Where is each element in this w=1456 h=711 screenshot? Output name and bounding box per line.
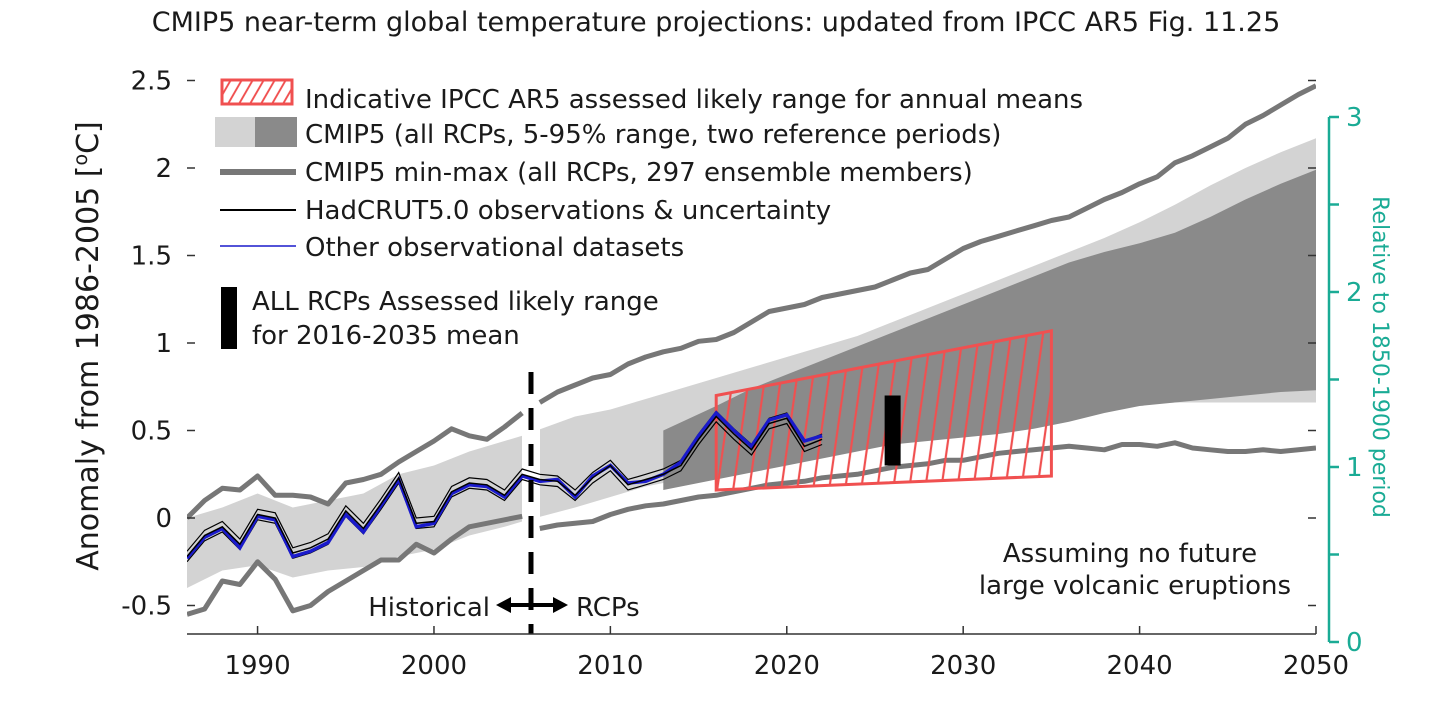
y-tick-label: 2.5 (131, 67, 172, 97)
y-tick-label: 2 (155, 154, 172, 184)
plot-area (187, 60, 1316, 634)
x-tick-label: 2030 (930, 651, 996, 681)
arrow-left-icon (496, 597, 511, 613)
x-tick-label: 2040 (1107, 651, 1173, 681)
other-observations-line (187, 410, 823, 560)
legend-label-ipcc-range: Indicative IPCC AR5 assessed likely rang… (305, 85, 1083, 115)
x-tick-label: 2020 (754, 651, 820, 681)
x-axis-ticks: 1990 2000 2010 2020 2030 2040 2050 (224, 626, 1349, 681)
y-tick-label: 1 (155, 329, 172, 359)
volcanic-note-line1: Assuming no future (1003, 539, 1257, 569)
legend-label-hadcrut: HadCRUT5.0 observations & uncertainty (305, 196, 831, 226)
right-axis-ticks: 0 1 2 3 (1329, 103, 1363, 658)
legend-label-assessed-bar-1: ALL RCPs Assessed likely range (252, 287, 659, 317)
legend-swatch-ipcc-range (220, 78, 294, 106)
x-tick-label: 2050 (1283, 651, 1349, 681)
ipcc-likely-range (714, 328, 1053, 492)
y-tick-label: 1.5 (131, 242, 172, 272)
divider-gap (521, 60, 540, 634)
y-tick-label: -0.5 (121, 592, 172, 622)
y-axis-label: Anomaly from 1986-2005 [oC] (70, 121, 106, 571)
legend-label-other-obs: Other observational datasets (305, 233, 684, 263)
y-tick-label: 0 (155, 504, 172, 534)
right-axis-label: Relative to 1850-1900 period (1367, 196, 1392, 518)
historical-label: Historical (368, 593, 490, 623)
legend-label-cmip5-range: CMIP5 (all RCPs, 5-95% range, two refere… (305, 120, 1001, 150)
minmax-lower-line-historical (187, 513, 523, 617)
legend-swatch-cmip5-light (215, 117, 257, 147)
legend-swatch-cmip5-dark (255, 117, 297, 147)
volcanic-note-line2: large volcanic eruptions (979, 571, 1291, 601)
hadcrut-observations-line (187, 415, 823, 557)
arrow-right-icon (553, 597, 568, 613)
legend-swatch-assessed-bar (221, 287, 237, 349)
minmax-upper-line-historical (187, 411, 524, 520)
right-tick-label: 1 (1346, 453, 1363, 483)
rcps-label: RCPs (576, 593, 640, 623)
x-tick-label: 2000 (401, 651, 467, 681)
legend-label-minmax: CMIP5 min-max (all RCPs, 297 ensemble me… (305, 158, 973, 188)
right-tick-label: 2 (1346, 278, 1363, 308)
period-divider-label: Historical RCPs (368, 593, 640, 623)
cmip5-band-light (187, 138, 1316, 589)
legend: Indicative IPCC AR5 assessed likely rang… (215, 78, 1083, 351)
right-tick-label: 3 (1346, 103, 1363, 133)
assessed-likely-range-bar (884, 395, 901, 466)
minmax-upper-line-rcp (538, 83, 1316, 405)
legend-label-assessed-bar-2: for 2016-2035 mean (252, 321, 520, 351)
x-tick-label: 2010 (577, 651, 643, 681)
y-axis-ticks: -0.5 0 0.5 1 1.5 2 2.5 (121, 67, 1316, 622)
y-tick-label: 0.5 (131, 417, 172, 447)
right-tick-label: 0 (1346, 628, 1363, 658)
chart-title: CMIP5 near-term global temperature proje… (152, 7, 1281, 38)
x-tick-label: 1990 (224, 651, 290, 681)
